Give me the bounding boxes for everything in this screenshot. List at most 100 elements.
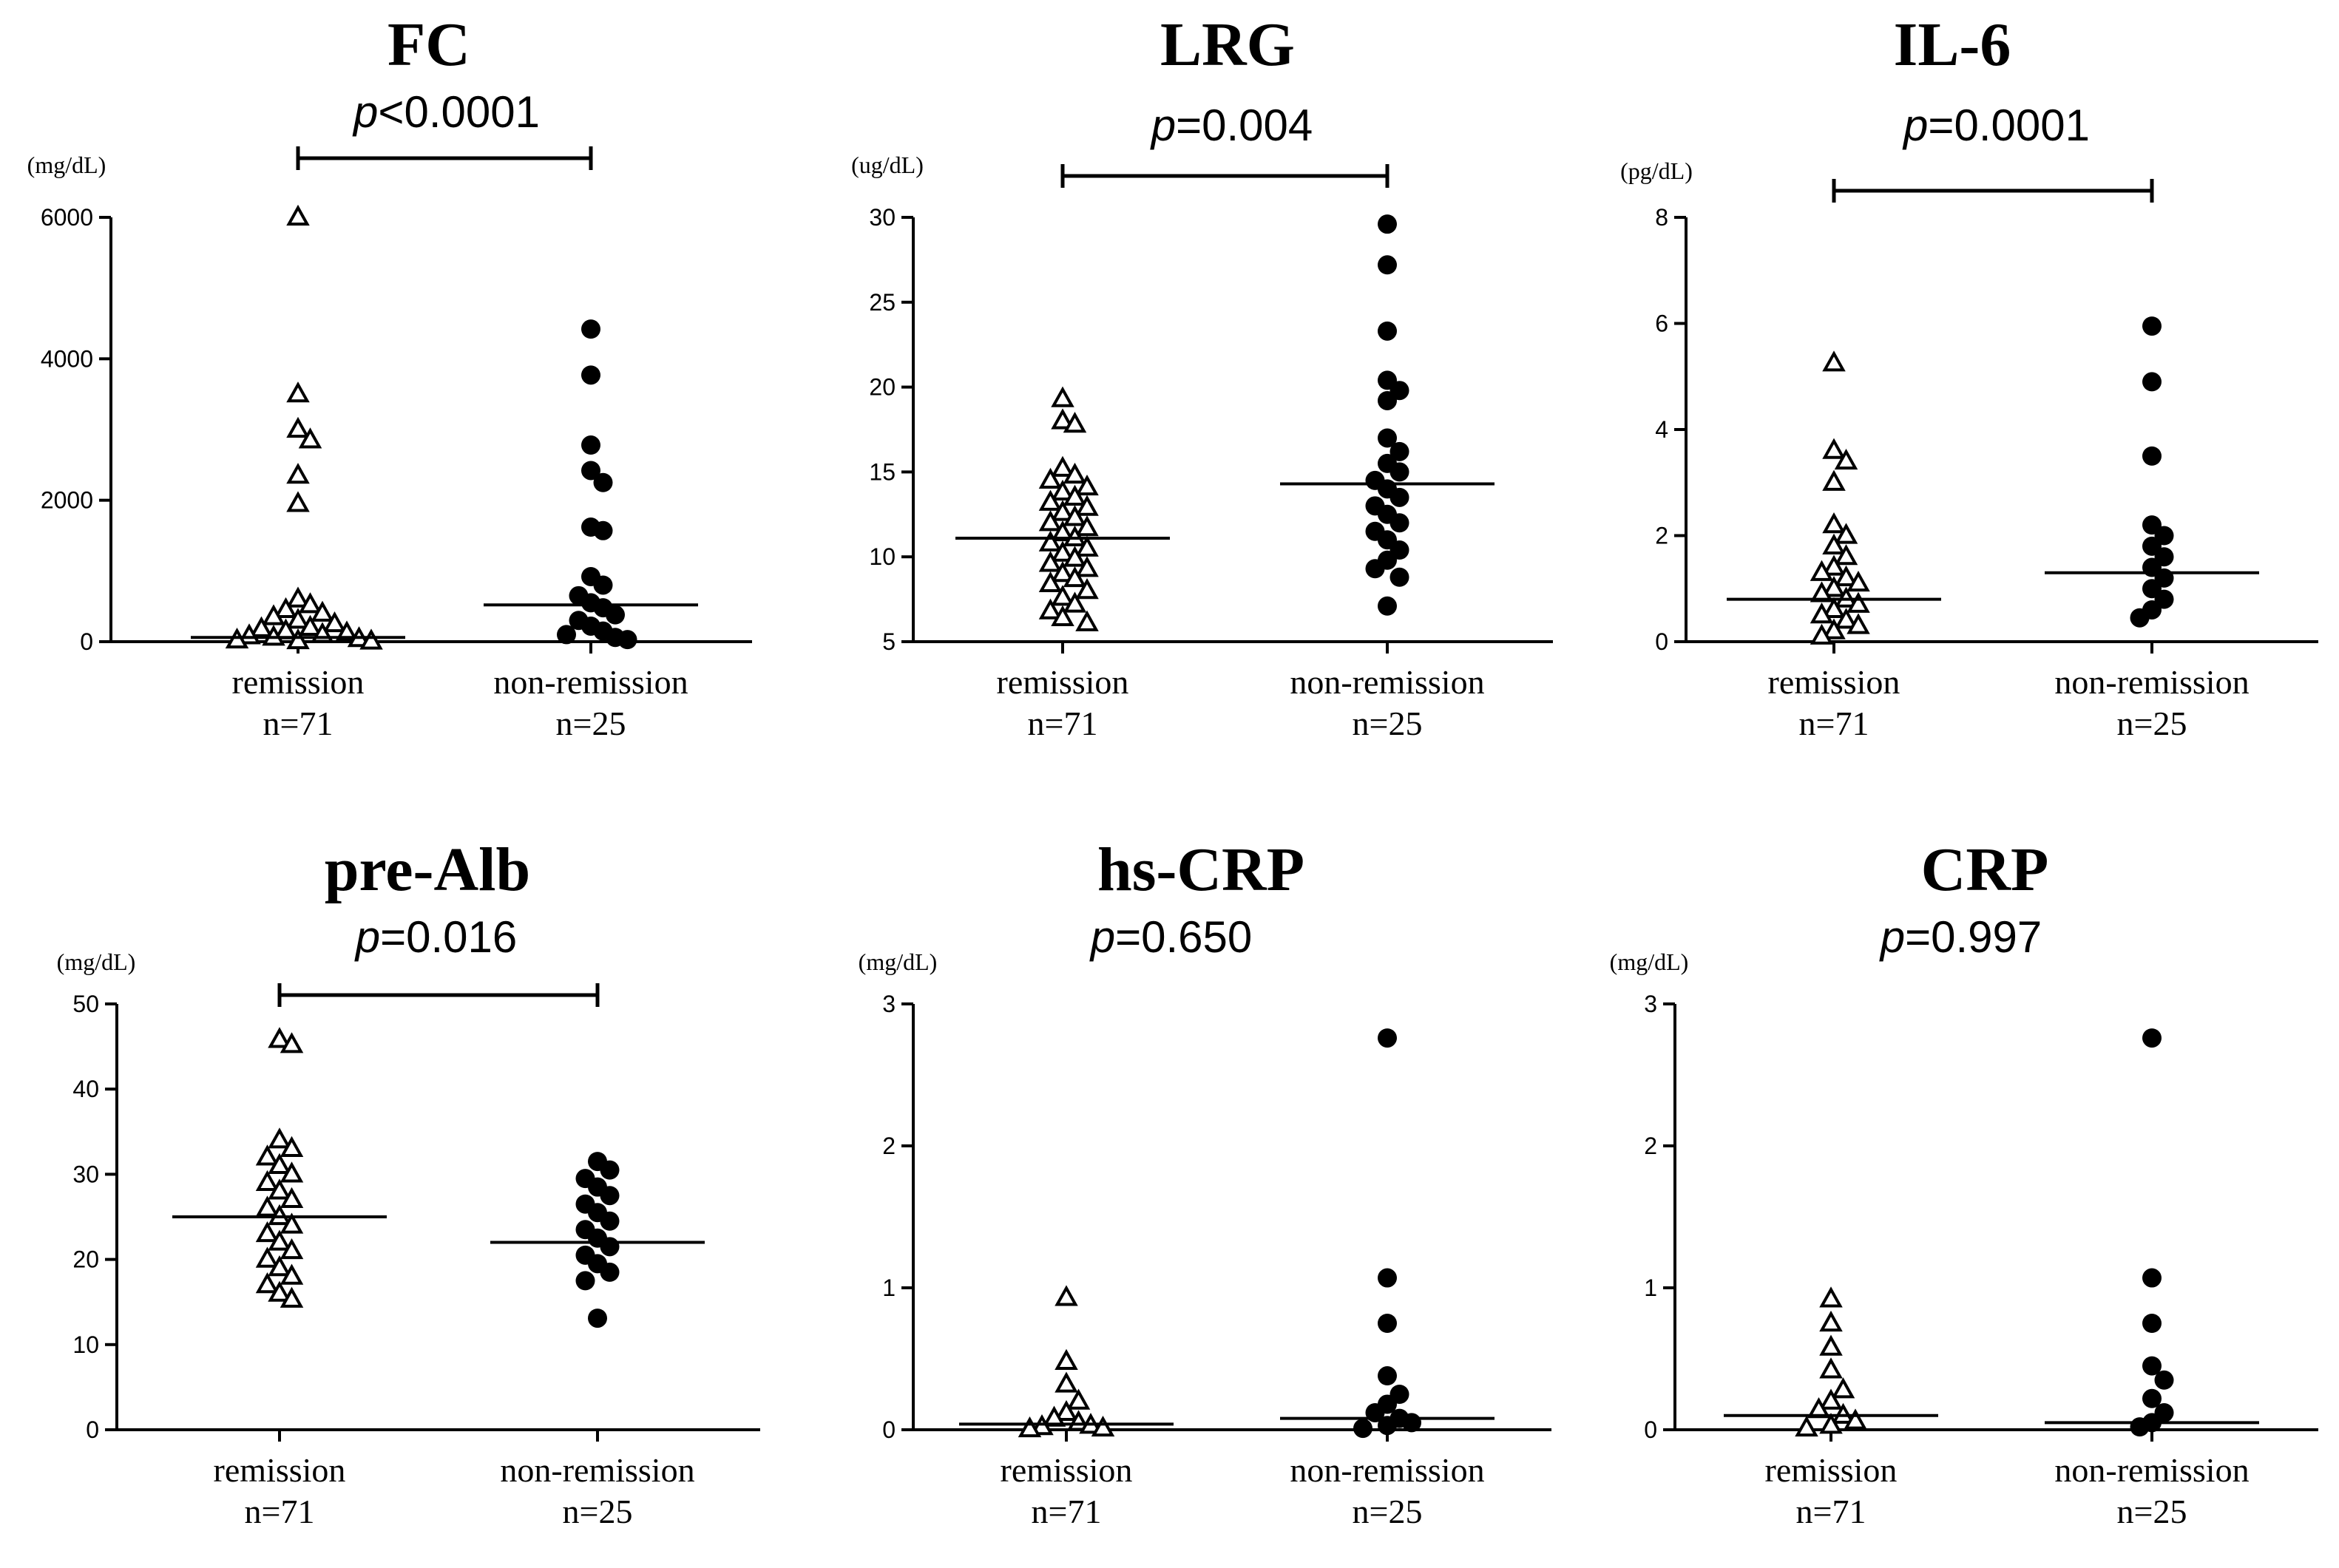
data-point <box>1038 551 1063 572</box>
data-point <box>1063 546 1087 567</box>
data-point <box>298 427 322 449</box>
data-point <box>1038 489 1063 511</box>
y-unit-label: (mg/dL) <box>27 152 106 178</box>
x-category-label: non-remission <box>500 1451 694 1489</box>
data-point <box>1075 578 1099 600</box>
data-point <box>280 1212 304 1234</box>
data-point <box>1378 1268 1397 1288</box>
data-point <box>1378 1366 1397 1386</box>
y-tick-label: 4 <box>1655 416 1668 443</box>
data-point <box>1066 1388 1091 1410</box>
data-point <box>2142 1388 2162 1408</box>
data-point <box>280 1286 304 1308</box>
data-point <box>1834 523 1858 544</box>
x-n-label: n=25 <box>2117 1493 2187 1530</box>
x-category-label: non-remission <box>493 663 688 701</box>
series-non-remission <box>2045 1028 2259 1437</box>
data-point <box>1038 530 1063 551</box>
x-n-label: n=71 <box>263 705 334 742</box>
data-point <box>1055 1348 1078 1370</box>
data-point <box>1051 386 1074 407</box>
data-point <box>1378 255 1397 275</box>
data-point <box>1038 598 1063 620</box>
y-tick-label: 30 <box>72 1161 99 1187</box>
series-remission <box>955 386 1170 631</box>
data-point <box>286 204 310 226</box>
x-category-label: non-remission <box>2054 1451 2249 1489</box>
data-point <box>1051 520 1074 542</box>
data-point <box>1810 560 1834 581</box>
y-tick-label: 1 <box>882 1275 896 1301</box>
data-point <box>286 586 310 608</box>
y-tick-label: 0 <box>80 628 93 655</box>
data-point <box>2142 1028 2162 1048</box>
data-point <box>1378 596 1397 616</box>
x-n-label: n=71 <box>1796 1493 1866 1530</box>
y-tick-label: 6000 <box>41 204 93 231</box>
data-point <box>1051 585 1074 606</box>
data-point <box>1378 321 1397 341</box>
data-point <box>1389 567 1409 587</box>
data-point <box>1075 495 1099 516</box>
data-point <box>1389 441 1409 461</box>
p-value-label: p=0.650 <box>1089 912 1253 962</box>
p-value-label: p<0.0001 <box>352 87 540 137</box>
data-point <box>255 1144 280 1166</box>
significance-bracket <box>296 146 593 170</box>
data-point <box>1819 1310 1843 1332</box>
data-point <box>1051 540 1074 562</box>
data-point <box>1834 448 1858 470</box>
y-tick-label: 20 <box>72 1246 99 1273</box>
data-point <box>2142 316 2162 336</box>
data-point <box>298 592 322 614</box>
y-tick-label: 2 <box>1644 1133 1657 1159</box>
significance-bracket <box>277 983 600 1007</box>
p-value-label: p=0.0001 <box>1902 101 2090 150</box>
data-point <box>280 1238 304 1260</box>
data-point <box>1091 1415 1115 1437</box>
data-point <box>1822 350 1846 372</box>
data-point <box>1055 1285 1078 1306</box>
data-point <box>588 1309 607 1328</box>
x-category-label: remission <box>232 663 365 701</box>
data-point <box>1378 390 1397 410</box>
data-point <box>1819 1413 1843 1434</box>
data-point <box>1822 469 1846 491</box>
data-point <box>286 381 310 403</box>
x-n-label: n=25 <box>1353 705 1423 742</box>
data-point <box>1810 603 1834 624</box>
data-point <box>581 435 600 455</box>
data-point <box>1063 484 1087 506</box>
series-non-remission <box>484 319 698 650</box>
panel-title: hs-CRP <box>1097 835 1304 904</box>
data-point <box>268 1027 291 1048</box>
data-point <box>255 1170 280 1192</box>
data-point <box>1819 1286 1843 1308</box>
data-point <box>1365 559 1385 579</box>
data-point <box>600 1211 620 1231</box>
data-point <box>2130 1417 2150 1437</box>
p-value-label: p=0.997 <box>1879 912 2042 962</box>
data-point <box>255 1272 280 1294</box>
data-point <box>1834 544 1858 566</box>
y-tick-label: 25 <box>869 289 896 316</box>
panel-fc: FC p<0.0001 (mg/dL) 0 2000 4000 6000 remission n… <box>27 10 752 742</box>
data-point <box>593 520 613 540</box>
data-point <box>1051 561 1074 583</box>
data-point <box>1063 505 1087 526</box>
data-point <box>311 600 334 622</box>
data-point <box>286 416 310 438</box>
data-point <box>1831 1377 1855 1399</box>
series-non-remission <box>2045 316 2259 628</box>
panel-hs-crp: hs-CRP p=0.650 (mg/dL) 0 1 2 3 remission n=71 non… <box>859 835 1551 1530</box>
y-tick-label: 40 <box>72 1076 99 1102</box>
x-n-label: n=71 <box>1799 705 1869 742</box>
series-remission <box>1724 1286 1938 1437</box>
y-unit-label: (mg/dL) <box>57 948 136 975</box>
data-point <box>557 625 576 645</box>
x-category-label: remission <box>997 663 1129 701</box>
data-point <box>322 611 347 633</box>
data-point <box>268 1178 291 1200</box>
